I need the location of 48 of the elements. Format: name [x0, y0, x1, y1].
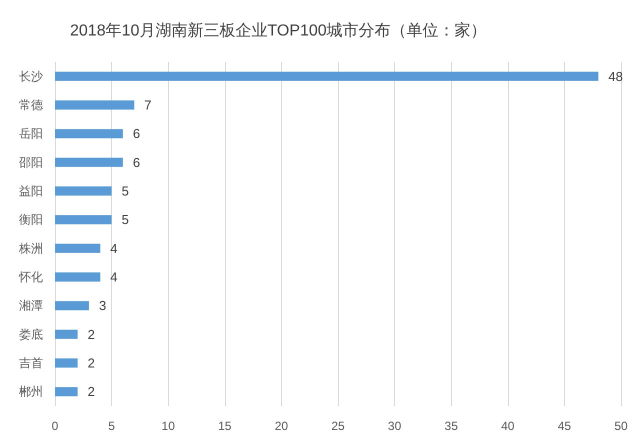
- data-label: 5: [122, 212, 129, 228]
- bar: [55, 330, 78, 339]
- bar: [55, 244, 100, 253]
- bar: [55, 387, 78, 396]
- data-label: 6: [132, 154, 140, 170]
- data-label: 2: [88, 356, 95, 370]
- bar: [55, 100, 134, 110]
- data-label: 6: [132, 126, 140, 142]
- x-tick-label: 20: [274, 419, 288, 433]
- data-label: 2: [88, 384, 95, 400]
- y-tick-label: 株洲: [18, 241, 43, 256]
- bar: [55, 186, 112, 196]
- bar: [55, 272, 100, 282]
- y-tick-label: 长沙: [19, 69, 43, 84]
- y-tick-label: 郴州: [19, 384, 43, 399]
- bar: [55, 129, 123, 138]
- x-tick-label: 15: [218, 419, 232, 433]
- bar: [55, 158, 123, 167]
- x-tick-label: 40: [501, 419, 515, 433]
- bar: [55, 215, 112, 224]
- x-tick-label: 0: [52, 419, 59, 433]
- x-tick-label: 5: [108, 419, 116, 433]
- y-tick-label: 常德: [19, 98, 43, 112]
- bar: [55, 301, 89, 310]
- data-label: 3: [98, 298, 106, 314]
- y-tick-label: 湘潭: [19, 298, 43, 313]
- chart-title: 2018年10月湖南新三板企业TOP100城市分布（单位：家）: [70, 22, 487, 40]
- data-label: 4: [110, 240, 118, 256]
- x-tick-label: 35: [444, 419, 458, 433]
- y-tick-label: 益阳: [19, 184, 43, 198]
- x-tick-label: 30: [388, 419, 402, 433]
- data-label: 7: [144, 98, 152, 112]
- y-tick-label: 吉首: [19, 356, 43, 370]
- data-label: 48: [608, 68, 623, 84]
- data-label: 2: [88, 326, 95, 342]
- data-label: 4: [110, 270, 118, 284]
- bar: [55, 358, 78, 368]
- y-tick-label: 衡阳: [19, 212, 43, 227]
- y-tick-label: 娄底: [19, 327, 43, 342]
- y-tick-label: 岳阳: [19, 126, 43, 141]
- bar: [55, 72, 598, 81]
- x-tick-label: 10: [162, 419, 176, 433]
- x-tick-label: 50: [614, 419, 628, 433]
- y-tick-label: 怀化: [18, 270, 43, 284]
- data-label: 5: [122, 184, 129, 198]
- x-tick-label: 25: [331, 419, 345, 433]
- x-tick-label: 45: [558, 419, 572, 433]
- y-tick-label: 邵阳: [19, 155, 43, 170]
